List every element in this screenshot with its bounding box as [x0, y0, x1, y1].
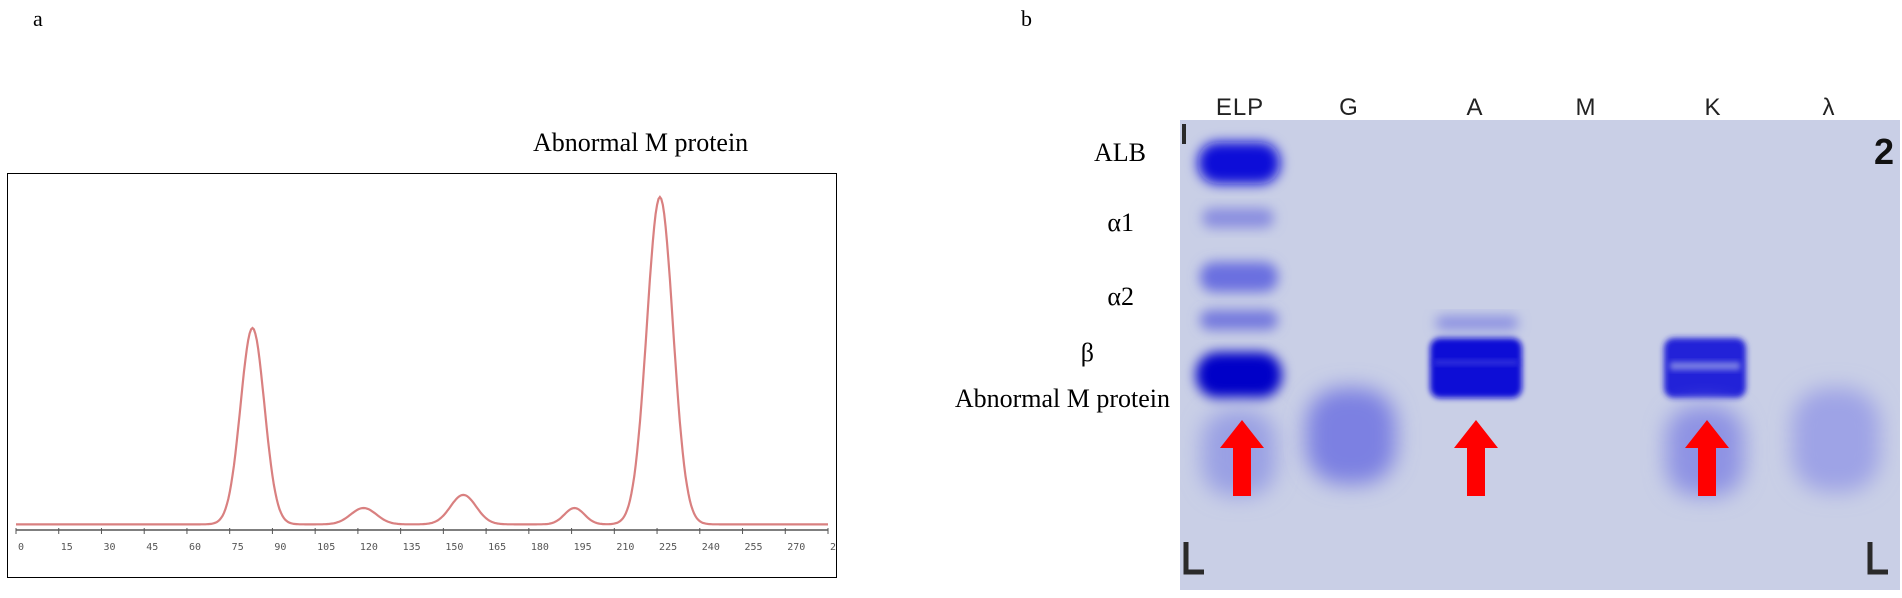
densitometry-annotation: Abnormal M protein [533, 128, 749, 157]
band-m-protein-elp [1196, 352, 1282, 398]
lane-a [1430, 316, 1522, 398]
x-tick-label: 90 [274, 542, 286, 553]
lane-g [1306, 388, 1396, 484]
lane-lambda [1792, 388, 1880, 492]
band-k-split [1670, 362, 1740, 370]
x-tick-label: 45 [146, 542, 158, 553]
panel-letter-b: b [1021, 6, 1032, 31]
band-beta [1200, 310, 1278, 330]
arrow-elp [1220, 420, 1264, 496]
band-label-m-protein: Abnormal M protein [954, 384, 1170, 413]
band-label-beta: β [1080, 338, 1094, 367]
x-tick-label: 165 [488, 542, 506, 553]
lane-label-elp: ELP [1215, 94, 1265, 121]
x-tick-label: 75 [232, 542, 244, 553]
band-a-split [1434, 360, 1518, 365]
corner-mark-br [1867, 542, 1888, 575]
x-tick-label: 240 [702, 542, 720, 553]
band-a-upper [1436, 316, 1518, 330]
densitometry-svg: 0 15 30 45 60 75 90 105 120 135 150 165 180 195 210 225… [15, 195, 836, 553]
x-tick-label: 30 [103, 542, 115, 553]
x-tick-label: 210 [616, 542, 634, 553]
arrow-a [1454, 420, 1498, 496]
band-label-alb: ALB [1094, 138, 1146, 167]
gel-svg: 2 [1182, 124, 1894, 575]
electrophoresis-gel: 2 [1180, 120, 1900, 590]
x-tick-label: 180 [531, 542, 549, 553]
lane-label-a: A [1466, 94, 1484, 121]
band-lambda-diffuse [1792, 388, 1880, 492]
band-label-alpha1: α1 [1107, 208, 1134, 237]
x-tick-label: 150 [445, 542, 463, 553]
densitometry-trace [16, 195, 828, 526]
band-alpha1 [1202, 208, 1274, 228]
x-tick-label: 120 [360, 542, 378, 553]
x-tick-label: 255 [745, 542, 763, 553]
x-tick-label: 135 [403, 542, 421, 553]
arrow-k [1685, 420, 1729, 496]
densitometry-plot: 0 15 30 45 60 75 90 105 120 135 150 165 180 195 210 225… [7, 173, 837, 578]
lane-label-g: G [1339, 94, 1359, 121]
band-alb [1198, 142, 1280, 184]
band-label-alpha2: α2 [1107, 282, 1134, 311]
band-a-m-protein [1430, 338, 1522, 398]
x-tick-label: 28 [830, 542, 836, 553]
band-g-diffuse [1306, 388, 1396, 484]
corner-mark-bl [1183, 542, 1204, 575]
x-tick-label: 225 [659, 542, 677, 553]
lane-label-m: M [1575, 94, 1597, 121]
lane-label-k: K [1704, 94, 1722, 121]
x-tick-label: 15 [61, 542, 73, 553]
lane-label-lambda: λ [1822, 94, 1836, 121]
x-tick-label: 105 [317, 542, 335, 553]
x-tick-label: 195 [574, 542, 592, 553]
x-tick-label: 0 [18, 542, 24, 553]
band-alpha2 [1200, 262, 1278, 292]
panel-letter-a: a [33, 6, 43, 31]
gel-lane-number: 2 [1874, 131, 1894, 172]
x-tick-label: 270 [787, 542, 805, 553]
x-tick-label: 60 [189, 542, 201, 553]
